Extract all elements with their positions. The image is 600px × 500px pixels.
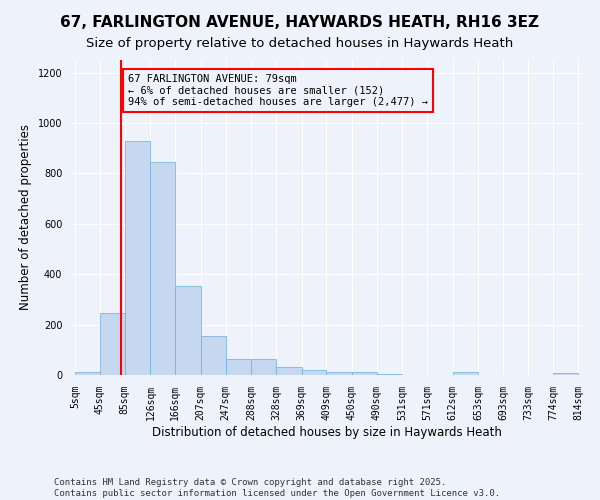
Bar: [452, 372, 478, 375]
Bar: [352, 372, 377, 375]
Bar: [226, 359, 251, 375]
Bar: [125, 140, 151, 375]
X-axis label: Distribution of detached houses by size in Haywards Heath: Distribution of detached houses by size …: [152, 426, 502, 438]
Bar: [553, 373, 578, 375]
Bar: [75, 372, 100, 375]
Bar: [151, 162, 175, 375]
Text: 67 FARLINGTON AVENUE: 79sqm
← 6% of detached houses are smaller (152)
94% of sem: 67 FARLINGTON AVENUE: 79sqm ← 6% of deta…: [128, 74, 428, 107]
Bar: [326, 372, 352, 375]
Bar: [100, 314, 125, 375]
Bar: [175, 286, 201, 375]
Text: 67, FARLINGTON AVENUE, HAYWARDS HEATH, RH16 3EZ: 67, FARLINGTON AVENUE, HAYWARDS HEATH, R…: [61, 15, 539, 30]
Bar: [276, 368, 302, 375]
Text: Contains HM Land Registry data © Crown copyright and database right 2025.
Contai: Contains HM Land Registry data © Crown c…: [54, 478, 500, 498]
Bar: [251, 359, 276, 375]
Y-axis label: Number of detached properties: Number of detached properties: [19, 124, 32, 310]
Bar: [302, 370, 326, 375]
Bar: [377, 374, 402, 375]
Text: Size of property relative to detached houses in Haywards Heath: Size of property relative to detached ho…: [86, 38, 514, 51]
Bar: [201, 336, 226, 375]
